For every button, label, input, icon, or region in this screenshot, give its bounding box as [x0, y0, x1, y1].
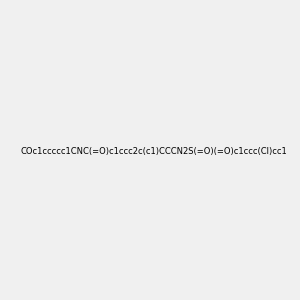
Text: COc1ccccc1CNC(=O)c1ccc2c(c1)CCCN2S(=O)(=O)c1ccc(Cl)cc1: COc1ccccc1CNC(=O)c1ccc2c(c1)CCCN2S(=O)(=…: [20, 147, 287, 156]
